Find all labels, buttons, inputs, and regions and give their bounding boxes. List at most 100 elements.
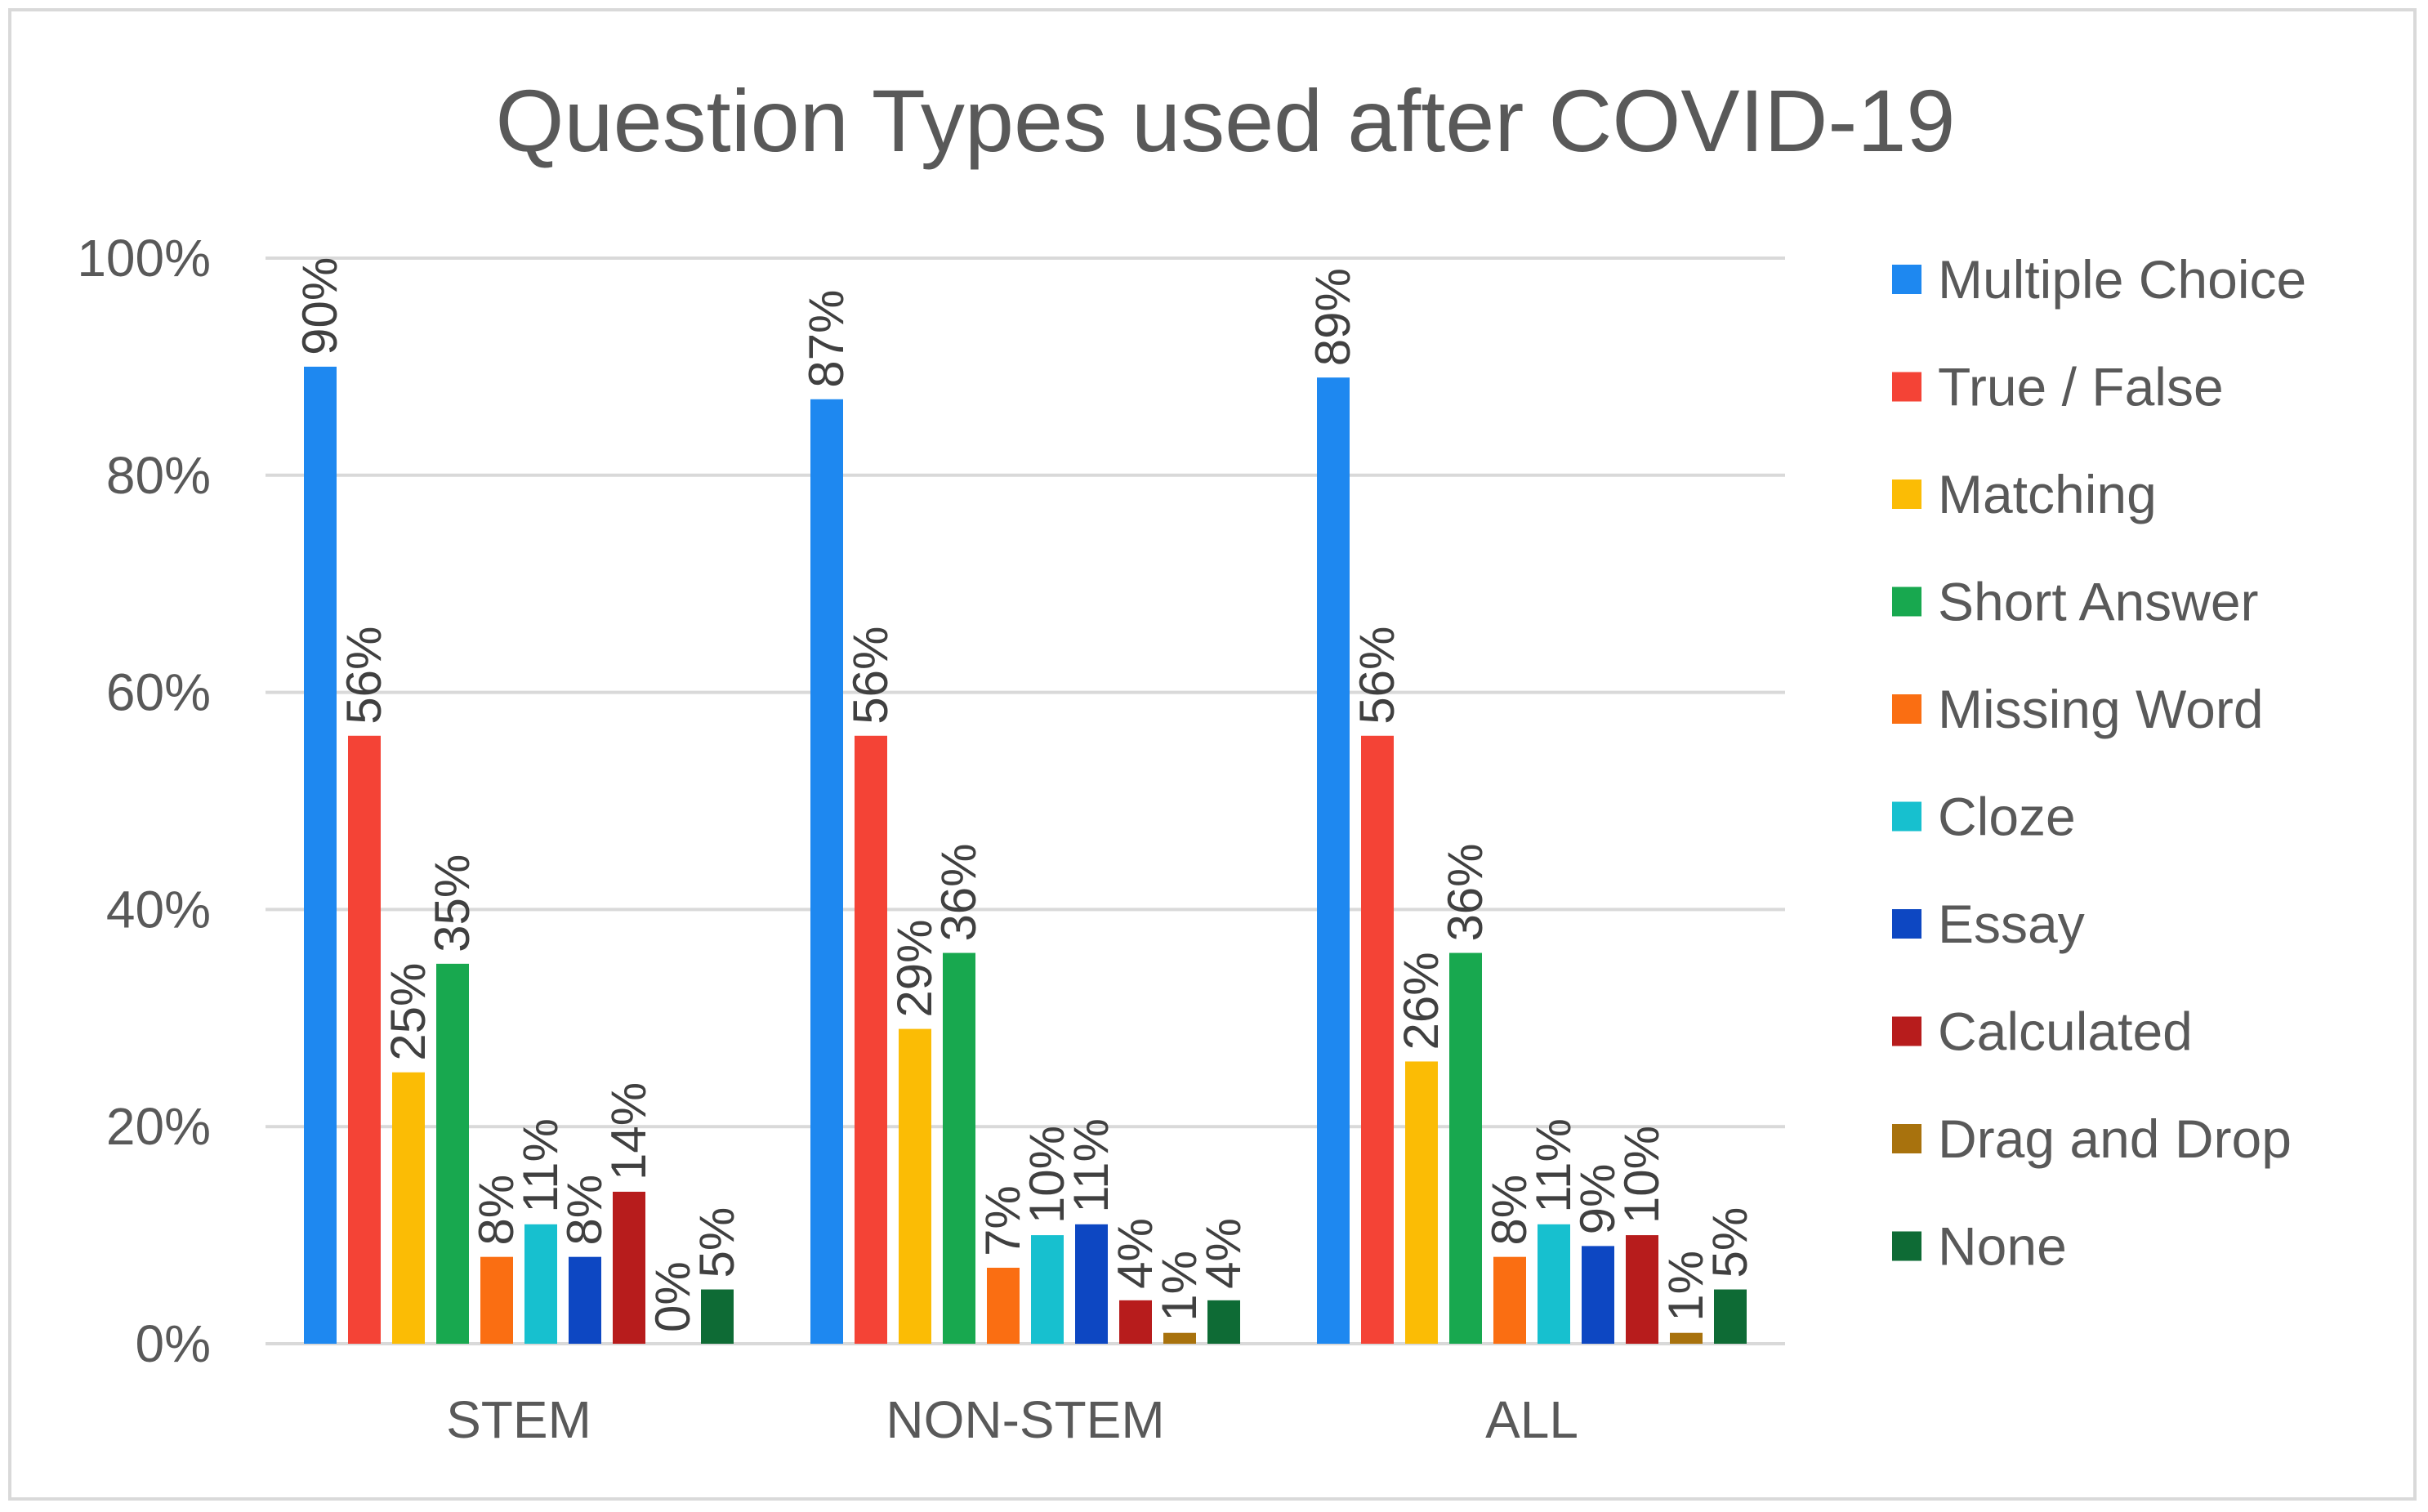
legend-item: Essay	[1892, 894, 2085, 954]
legend-label: None	[1938, 1216, 2067, 1277]
bar-true-false-non-stem	[855, 735, 887, 1344]
legend-label: Multiple Choice	[1938, 249, 2306, 310]
bar-multiple-choice-all	[1317, 377, 1350, 1345]
data-label: 5%	[1703, 1207, 1757, 1278]
bar-drag-and-drop-all	[1670, 1332, 1703, 1344]
legend-item: Missing Word	[1892, 679, 2264, 739]
data-label: 4%	[1196, 1218, 1251, 1289]
data-label: 26%	[1394, 952, 1448, 1050]
bar-none-non-stem	[1207, 1300, 1240, 1344]
legend-item: Short Answer	[1892, 572, 2259, 632]
legend-swatch	[1892, 479, 1921, 509]
data-label: 36%	[931, 843, 986, 941]
data-label: 87%	[799, 290, 854, 388]
y-tick-label: 80%	[106, 446, 211, 505]
bar-short-answer-non-stem	[943, 952, 975, 1344]
x-tick-label: STEM	[446, 1390, 591, 1449]
legend-swatch	[1892, 587, 1921, 617]
bars	[304, 366, 1747, 1345]
legend-swatch	[1892, 694, 1921, 724]
data-label: 0%	[645, 1261, 700, 1332]
data-label: 8%	[557, 1175, 612, 1246]
y-tick-label: 0%	[136, 1314, 212, 1373]
data-label: 35%	[425, 854, 480, 952]
data-label: 14%	[601, 1082, 656, 1180]
x-axis: STEM NON-STEM ALL	[446, 1390, 1578, 1449]
bar-short-answer-stem	[436, 963, 469, 1344]
bar-matching-non-stem	[899, 1028, 931, 1344]
y-tick-label: 40%	[106, 880, 211, 939]
legend: Multiple Choice True / False Matching Short…	[1892, 249, 2306, 1277]
data-labels: 90%56%25%35%8%11%8%14%0%5%87%56%29%36%7%…	[292, 257, 1757, 1332]
chart-title: Question Types used after COVID-19	[496, 71, 1956, 170]
legend-swatch	[1892, 372, 1921, 402]
bar-true-false-all	[1361, 735, 1394, 1344]
legend-label: Short Answer	[1938, 572, 2259, 632]
legend-item: True / False	[1892, 357, 2224, 417]
bar-short-answer-all	[1449, 952, 1482, 1344]
bar-cloze-non-stem	[1031, 1235, 1064, 1344]
legend-swatch	[1892, 1231, 1921, 1261]
x-tick-label: ALL	[1485, 1390, 1578, 1449]
data-label: 90%	[292, 257, 347, 355]
data-label: 25%	[381, 963, 435, 1061]
legend-label: Essay	[1938, 894, 2085, 954]
bar-cloze-stem	[524, 1224, 557, 1344]
bar-none-all	[1714, 1289, 1747, 1344]
bar-matching-stem	[392, 1072, 425, 1344]
bar-essay-stem	[569, 1256, 601, 1344]
bar-none-stem	[701, 1289, 734, 1344]
bar-true-false-stem	[348, 735, 381, 1344]
legend-item: Cloze	[1892, 787, 2076, 847]
bar-calculated-non-stem	[1119, 1300, 1152, 1344]
y-axis: 0% 20% 40% 60% 80% 100%	[77, 229, 211, 1373]
data-label: 1%	[1658, 1251, 1713, 1322]
legend-label: Calculated	[1938, 1001, 2193, 1062]
data-label: 4%	[1108, 1218, 1163, 1289]
data-label: 8%	[469, 1175, 524, 1246]
bar-multiple-choice-non-stem	[810, 399, 843, 1344]
bar-essay-non-stem	[1075, 1224, 1108, 1344]
data-label: 10%	[1614, 1126, 1669, 1224]
bar-calculated-all	[1626, 1235, 1658, 1344]
data-label: 36%	[1438, 843, 1493, 941]
legend-item: Matching	[1892, 464, 2157, 524]
legend-swatch	[1892, 265, 1921, 294]
data-label: 9%	[1570, 1164, 1625, 1235]
legend-item: Drag and Drop	[1892, 1108, 2292, 1169]
data-label: 56%	[337, 627, 391, 725]
legend-label: Missing Word	[1938, 679, 2264, 739]
legend-swatch	[1892, 909, 1921, 939]
data-label: 29%	[887, 919, 942, 1017]
data-label: 1%	[1152, 1251, 1207, 1322]
data-label: 5%	[690, 1207, 744, 1278]
legend-swatch	[1892, 801, 1921, 832]
data-label: 8%	[1482, 1175, 1537, 1246]
data-label: 56%	[1350, 627, 1404, 725]
bar-multiple-choice-stem	[304, 366, 337, 1344]
legend-label: Cloze	[1938, 787, 2076, 847]
bar-missing-word-non-stem	[987, 1267, 1020, 1344]
data-label: 11%	[1526, 1118, 1581, 1213]
legend-swatch	[1892, 1016, 1921, 1046]
legend-item: Calculated	[1892, 1001, 2193, 1062]
bar-missing-word-stem	[480, 1256, 513, 1344]
y-tick-label: 100%	[77, 229, 211, 288]
bar-missing-word-all	[1493, 1256, 1526, 1344]
data-label: 7%	[975, 1185, 1030, 1256]
data-label: 11%	[513, 1118, 568, 1213]
legend-label: Matching	[1938, 464, 2157, 524]
data-label: 89%	[1305, 268, 1360, 366]
gridlines	[266, 256, 1785, 1345]
legend-swatch	[1892, 1124, 1921, 1153]
legend-label: Drag and Drop	[1938, 1108, 2292, 1169]
y-tick-label: 20%	[106, 1097, 211, 1156]
legend-label: True / False	[1938, 357, 2224, 417]
legend-item: Multiple Choice	[1892, 249, 2306, 310]
bar-drag-and-drop-non-stem	[1163, 1332, 1196, 1344]
data-label: 10%	[1020, 1126, 1074, 1224]
bar-matching-all	[1405, 1061, 1438, 1344]
bar-essay-all	[1582, 1246, 1614, 1344]
data-label: 56%	[843, 627, 898, 725]
